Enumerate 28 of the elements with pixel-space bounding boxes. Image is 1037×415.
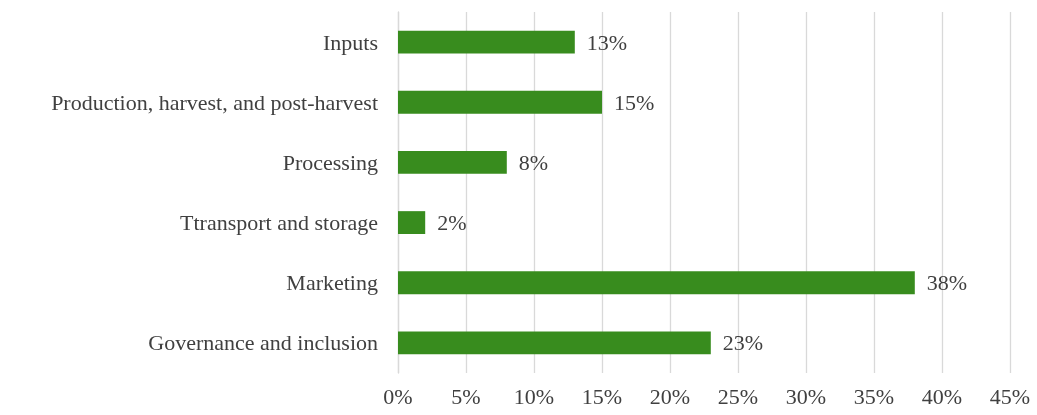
x-tick-label: 20%: [649, 383, 691, 409]
x-tick-label: 35%: [853, 383, 895, 409]
data-label: 8%: [518, 149, 549, 175]
y-tick-label: Production, harvest, and post-harvest: [51, 89, 378, 115]
bar: [398, 331, 711, 355]
data-label: 15%: [614, 89, 655, 115]
x-tick-label: 0%: [383, 383, 413, 409]
x-tick-label: 5%: [451, 383, 481, 409]
y-tick-label: Inputs: [323, 29, 378, 55]
y-tick-label: Ttransport and storage: [180, 210, 378, 236]
x-tick-label: 30%: [785, 383, 827, 409]
data-label: 38%: [926, 270, 968, 296]
y-tick-label: Marketing: [286, 270, 378, 296]
bar: [398, 211, 426, 235]
bar: [398, 271, 915, 295]
x-tick-label: 25%: [717, 383, 759, 409]
data-label: 23%: [722, 330, 764, 356]
bar: [398, 150, 507, 174]
data-label: 2%: [437, 210, 467, 236]
y-tick-label: Governance and inclusion: [148, 330, 378, 356]
bar: [398, 90, 602, 114]
x-tick-label: 15%: [581, 383, 623, 409]
bar: [398, 30, 575, 54]
x-tick-label: 45%: [989, 383, 1031, 409]
y-tick-label: Processing: [282, 149, 378, 175]
data-label: 13%: [586, 29, 628, 55]
x-tick-label: 40%: [921, 383, 963, 409]
x-tick-label: 10%: [513, 383, 555, 409]
